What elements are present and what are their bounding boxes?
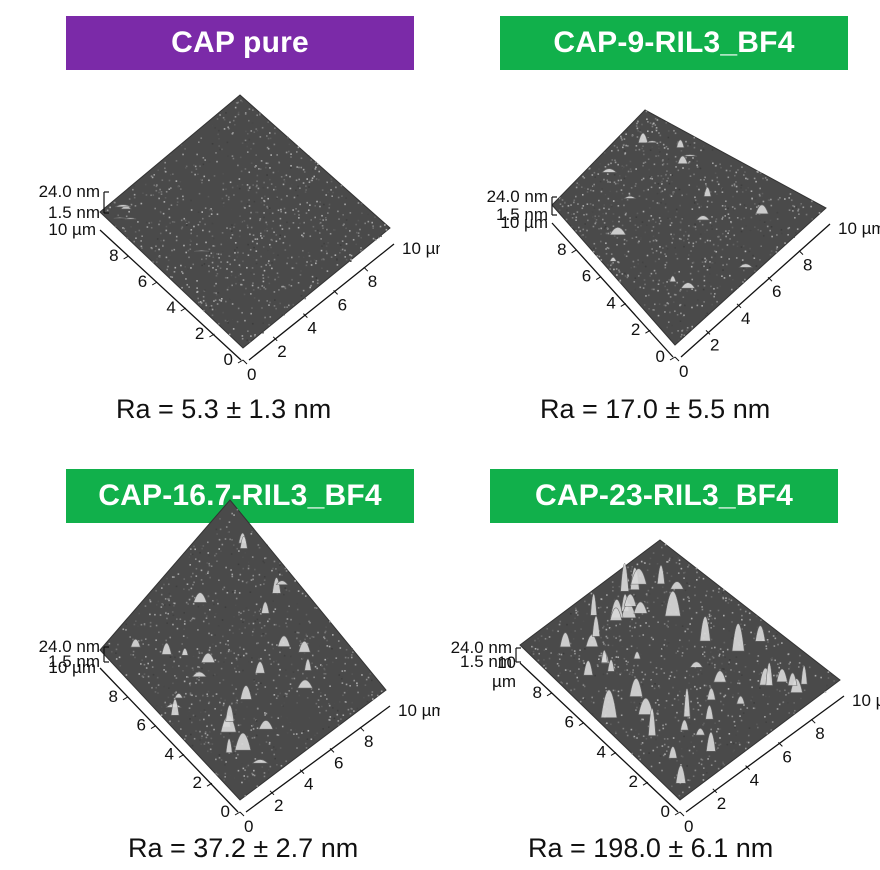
left-axis-tick-label: 8: [557, 240, 566, 259]
z-scale-low-label: 1.5 nm: [48, 652, 100, 671]
z-scale-high-label: 24.0 nm: [487, 187, 548, 206]
right-axis-tick-label: 0: [244, 817, 253, 836]
left-axis-max-label: 10: [497, 653, 516, 672]
z-scale-high-label: 24.0 nm: [451, 638, 512, 657]
surface-texture: [529, 543, 835, 797]
right-axis-max-label: 10 µm: [402, 239, 440, 258]
right-axis-tick-label: 0: [684, 817, 693, 836]
afm-panel-cap-16-7: CAP-16.7-RIL3_BF4 24.0 nm 1.5 nm 10 µm 8 6 4 2…: [0, 435, 440, 870]
surface-base: [551, 109, 827, 346]
left-axis-max-label: 10 µm: [500, 213, 548, 232]
roughness-label: Ra = 198.0 ± 6.1 nm: [528, 833, 774, 863]
left-axis-tick-label: 0: [661, 802, 670, 821]
right-axis-tick-label: 8: [803, 256, 812, 275]
left-axis-tick-label: 6: [137, 716, 146, 735]
right-axis-max-label: 10 µm: [852, 691, 880, 710]
afm-panel-cap-23: CAP-23-RIL3_BF4 24.0 nm 1.5 nm 10 µm 8 6 4 2 0 10…: [440, 435, 880, 870]
left-axis-tick-label: 2: [629, 772, 638, 791]
left-axis-tick-label: 6: [582, 267, 591, 286]
left-axis-tick-label: 0: [656, 347, 665, 366]
left-axis-tick-label: 2: [631, 320, 640, 339]
left-axis-max-label: 10 µm: [48, 220, 96, 239]
z-scale-low-label: 1.5 nm: [496, 205, 548, 224]
left-axis-tick-label: 4: [165, 744, 174, 763]
surface-texture: [558, 110, 821, 342]
left-axis-tick-label: 8: [533, 683, 542, 702]
surface-base: [519, 539, 841, 801]
right-axis-tick-label: 8: [364, 732, 373, 751]
surface-texture: [106, 99, 390, 343]
panel-title: CAP-23-RIL3_BF4: [490, 469, 838, 523]
left-axis-unit-label: µm: [492, 672, 516, 691]
right-axis-tick-label: 2: [710, 335, 719, 354]
right-axis-tick-label: 4: [741, 309, 750, 328]
panel-title: CAP pure: [66, 16, 414, 70]
right-axis-max-label: 10 µm: [838, 219, 880, 238]
right-axis-tick-label: 8: [815, 724, 824, 743]
right-axis-tick-label: 2: [717, 794, 726, 813]
left-axis-tick-label: 8: [109, 687, 118, 706]
left-axis-tick-label: 2: [193, 773, 202, 792]
right-axis-tick-label: 2: [274, 796, 283, 815]
roughness-label: Ra = 17.0 ± 5.5 nm: [540, 394, 771, 424]
right-axis-tick-label: 0: [247, 365, 256, 384]
right-axis-tick-label: 6: [772, 282, 781, 301]
z-scale-low-label: 1.5 nm: [48, 203, 100, 222]
right-axis-tick-label: 8: [368, 272, 377, 291]
right-axis-tick-label: 6: [334, 753, 343, 772]
right-axis-max-label: 10 µm: [398, 701, 440, 720]
left-axis-tick-label: 4: [606, 293, 615, 312]
left-axis-tick-label: 2: [195, 324, 204, 343]
right-axis-tick-label: 4: [750, 771, 759, 790]
left-axis-tick-label: 4: [166, 298, 175, 317]
z-scale-high-label: 24.0 nm: [39, 182, 100, 201]
z-scale-low-label: 1.5 nm: [460, 652, 512, 671]
roughness-label: Ra = 37.2 ± 2.7 nm: [128, 833, 359, 863]
right-axis-tick-label: 4: [304, 775, 313, 794]
surface-texture: [108, 508, 383, 797]
right-axis-tick-label: 4: [307, 319, 316, 338]
left-axis-tick-label: 8: [109, 246, 118, 265]
afm-panel-cap-9: CAP-9-RIL3_BF4 24.0 nm 1.5 nm 10 µm 8 6 4 2 0 10…: [440, 0, 880, 435]
panel-title: CAP-9-RIL3_BF4: [500, 16, 848, 70]
right-axis-tick-label: 6: [338, 295, 347, 314]
z-scale-high-label: 24.0 nm: [39, 637, 100, 656]
left-axis-tick-label: 4: [597, 742, 606, 761]
right-axis-tick-label: 6: [782, 747, 791, 766]
left-axis-tick-label: 0: [221, 802, 230, 821]
left-axis-tick-label: 6: [138, 272, 147, 291]
roughness-label: Ra = 5.3 ± 1.3 nm: [116, 394, 332, 424]
left-axis-tick-label: 0: [224, 350, 233, 369]
left-axis-max-label: 10 µm: [48, 658, 96, 677]
right-axis-tick-label: 0: [679, 362, 688, 381]
right-axis-tick-label: 2: [277, 342, 286, 361]
left-axis-tick-label: 6: [565, 713, 574, 732]
